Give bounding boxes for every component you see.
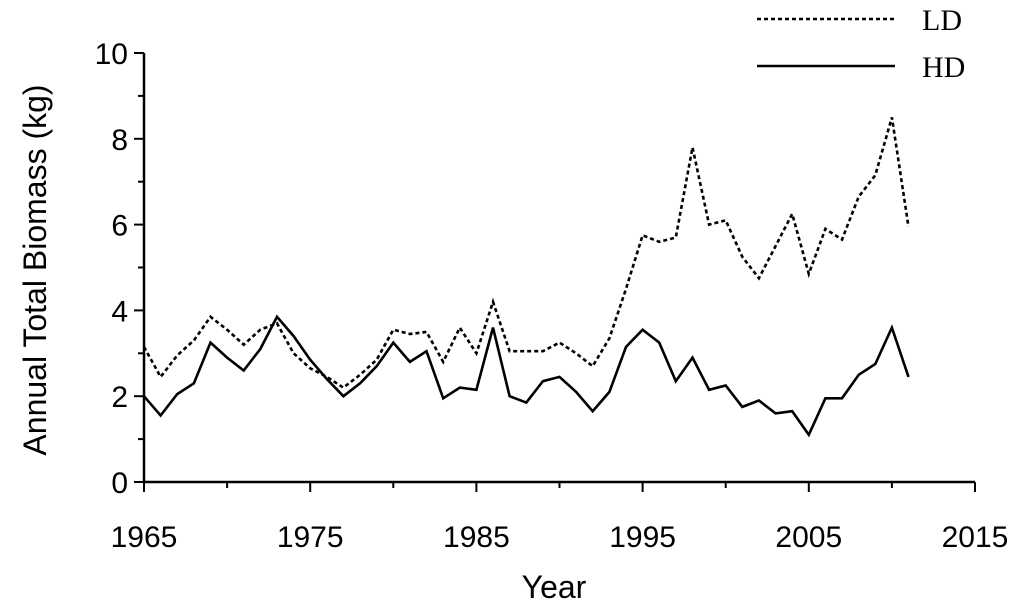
- series-line-hd: [143, 314, 910, 438]
- y-tick-label: 4: [111, 295, 128, 328]
- x-tick-label: 2015: [942, 521, 1009, 554]
- y-axis-title: Annual Total Biomass (kg): [17, 84, 53, 455]
- y-tick-label: 2: [111, 381, 128, 414]
- y-tick-label: 0: [111, 467, 128, 500]
- y-tick-label: 10: [95, 38, 128, 71]
- series-line-ld: [142, 117, 910, 390]
- y-tick-label: 6: [111, 210, 128, 243]
- x-tick-label: 1985: [443, 521, 510, 554]
- x-tick-label: 1965: [111, 521, 178, 554]
- labels-layer: Year Annual Total Biomass (kg): [17, 84, 587, 605]
- legend: LD HD: [757, 4, 965, 84]
- x-tick-label: 1995: [609, 521, 676, 554]
- series-layer: [142, 117, 910, 438]
- x-tick-label: 1975: [277, 521, 344, 554]
- x-tick-label: 2005: [775, 521, 842, 554]
- x-axis-title: Year: [522, 569, 587, 605]
- axes: 0 2 4 6 8 10 1965 1975 1985 1995 2005 2015: [95, 38, 1009, 554]
- legend-label-hd: HD: [922, 51, 965, 84]
- y-tick-label: 8: [111, 124, 128, 157]
- legend-label-ld: LD: [922, 4, 962, 37]
